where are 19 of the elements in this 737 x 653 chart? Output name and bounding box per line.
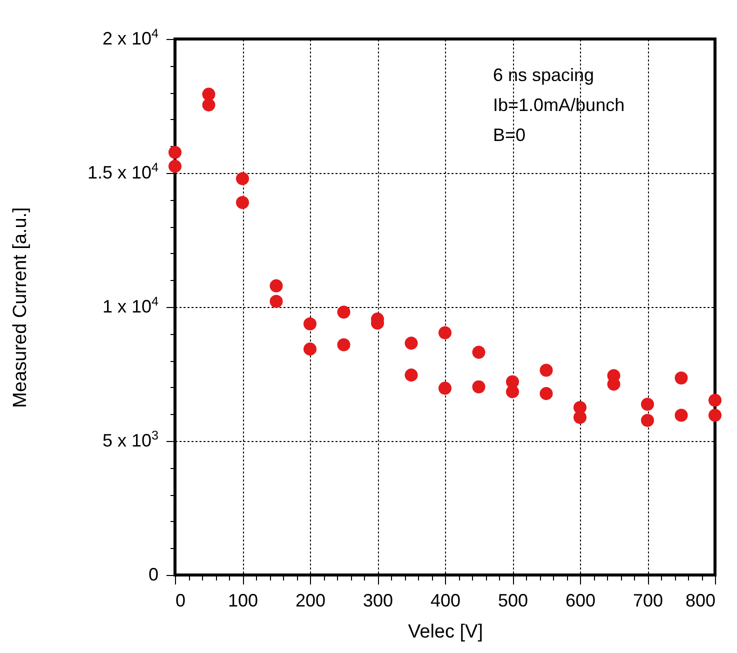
x-tick-label: 300 <box>362 590 394 610</box>
x-tick-label: 600 <box>565 590 596 610</box>
y-tick-label: 5 x 10$^{3}$ <box>102 428 158 450</box>
x-tick-label: 400 <box>430 590 461 610</box>
y-tick-label: 2 x 10$^{4}$ <box>102 26 158 48</box>
annotation: 6 ns spacing <box>493 65 594 85</box>
x-axis-title: Velec [V] <box>408 622 483 642</box>
y-tick-label: 1.5 x 10$^{4}$ <box>87 160 158 182</box>
y-tick-label: 1 x 10$^{4}$ <box>102 294 158 316</box>
x-tick-label: 200 <box>295 590 326 610</box>
x-tick-label: 100 <box>228 590 258 610</box>
annotation: Ib=1.0mA/bunch <box>493 95 625 115</box>
x-tick-label: 0 <box>176 590 186 610</box>
x-tick-label: 700 <box>632 590 664 610</box>
x-tick-label: 500 <box>498 590 528 610</box>
y-tick-label: 0 <box>148 564 158 584</box>
y-axis-title: Measured Current [a.u.] <box>10 207 31 408</box>
annotation: B=0 <box>493 125 526 145</box>
x-tick-label: 800 <box>685 590 716 610</box>
